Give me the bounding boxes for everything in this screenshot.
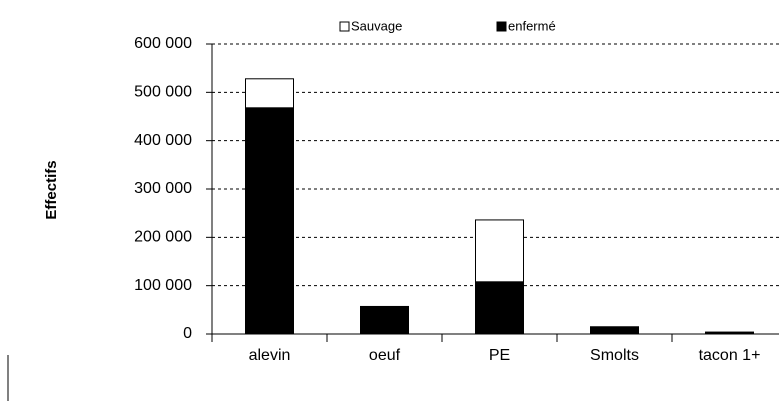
y-tick-label: 300 000 [134,180,192,197]
bar-segment [360,305,409,335]
y-tick-label: 100 000 [134,277,192,294]
legend-swatch [339,21,350,32]
y-tick-label: 0 [183,325,192,342]
x-tick-label: oeuf [369,347,401,364]
bar-segment [475,219,524,283]
y-tick-label: 600 000 [134,35,192,52]
x-tick-label: alevin [249,347,291,364]
x-tick-label: PE [489,347,510,364]
bar-segment [705,331,754,335]
x-tick-label: Smolts [590,347,639,364]
bar-segment [475,281,524,335]
y-tick-label: 400 000 [134,132,192,149]
y-tick-label: 500 000 [134,84,192,101]
y-tick-label: 200 000 [134,229,192,246]
y-axis-label: Effectifs [43,160,60,219]
x-tick-label: tacon 1+ [699,347,761,364]
bar-segment [245,78,294,109]
bar-segment [245,107,294,335]
bar-segment [590,326,639,335]
legend-label: enfermé [508,18,556,33]
legend-label: Sauvage [351,18,402,33]
legend-swatch [496,21,507,32]
